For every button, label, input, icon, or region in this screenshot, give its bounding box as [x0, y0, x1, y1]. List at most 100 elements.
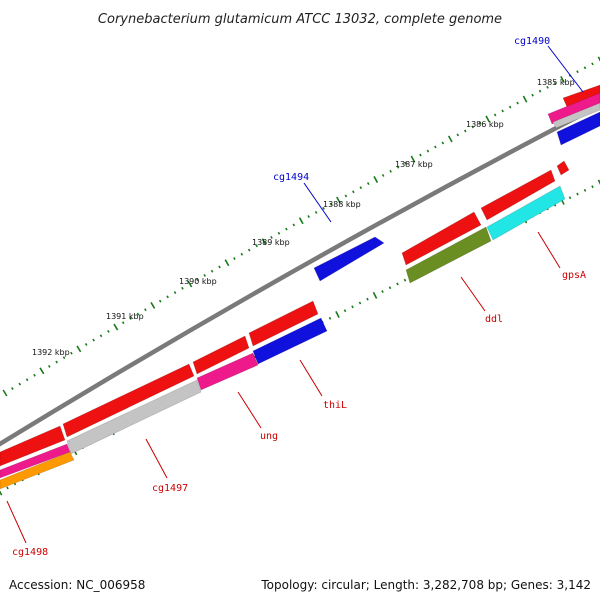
feature-gpsA[interactable]	[486, 185, 566, 241]
feature-red-ddl-upper[interactable]	[401, 211, 482, 266]
outer-scale-minor-tick	[181, 286, 184, 290]
feature-ung[interactable]	[196, 352, 259, 391]
gene-label-ung[interactable]: ung	[260, 431, 278, 442]
feature-red-ung-upper[interactable]	[192, 335, 250, 375]
scale-label-1391: 1391 kbp	[106, 312, 144, 321]
outer-scale-minor-tick	[218, 265, 221, 269]
feature-orange[interactable]	[0, 451, 75, 490]
leader-ung	[237, 391, 262, 429]
outer-scale-major-tick	[336, 196, 341, 204]
leader-gpsA	[537, 231, 561, 269]
feature-red-cg1497-upper[interactable]	[62, 363, 195, 438]
outer-scale-minor-tick	[270, 236, 273, 239]
gene-features	[0, 84, 600, 490]
outer-scale-minor-tick	[247, 248, 251, 252]
inner-scale-minor-tick	[591, 185, 594, 189]
gene-label-cg1494[interactable]: cg1494	[273, 172, 309, 183]
genome-backbone	[0, 102, 600, 447]
leader-cg1498	[6, 500, 27, 544]
outer-scale-major-tick	[2, 389, 8, 397]
outer-scale-minor-tick	[62, 356, 66, 360]
outer-scale-major-tick	[224, 259, 230, 267]
feature-cg1494[interactable]	[313, 236, 385, 282]
outer-scale-major-tick	[485, 115, 491, 123]
outer-scale-minor-tick	[434, 145, 437, 149]
inner-scale-minor-tick	[366, 297, 369, 301]
accession-text: Accession: NC_006958	[9, 578, 146, 592]
outer-scale-minor-tick	[531, 93, 534, 97]
outer-scale-minor-tick	[329, 202, 333, 206]
outer-scale-minor-tick	[478, 121, 482, 125]
label-leaders	[6, 45, 584, 544]
outer-scale-major-tick	[597, 56, 600, 62]
outer-scale-minor-tick	[33, 373, 36, 377]
inner-scale-minor-tick	[583, 188, 587, 192]
feature-pink-cg1490[interactable]	[547, 92, 600, 125]
outer-scale-minor-tick	[25, 378, 29, 382]
gene-label-cg1497[interactable]: cg1497	[152, 483, 188, 494]
outer-scale-minor-tick	[359, 186, 363, 190]
scale-label-1386: 1386 kbp	[466, 120, 504, 129]
feature-ddl[interactable]	[405, 226, 492, 284]
inner-scale-major-tick	[335, 311, 340, 318]
outer-scale-minor-tick	[11, 387, 14, 390]
outer-scale-minor-tick	[203, 274, 206, 277]
gene-label-cg1498[interactable]: cg1498	[12, 547, 48, 558]
outer-scale-minor-tick	[553, 81, 557, 85]
gene-label-cg1490[interactable]: cg1490	[514, 36, 550, 47]
outer-scale-minor-tick	[92, 338, 95, 342]
inner-scale-minor-tick	[328, 316, 332, 320]
scale-label-1389: 1389 kbp	[252, 238, 290, 247]
outer-scale-minor-tick	[344, 194, 348, 198]
leader-cg1490	[547, 45, 584, 93]
outer-scale-major-tick	[113, 323, 119, 331]
outer-scale-minor-tick	[166, 295, 169, 299]
outer-scale-minor-tick	[144, 308, 147, 312]
scale-label-1387: 1387 kbp	[395, 160, 433, 169]
outer-scale-minor-tick	[576, 70, 579, 74]
gene-label-gpsA[interactable]: gpsA	[562, 270, 586, 281]
outer-scale-major-tick	[261, 238, 267, 246]
gene-label-thiL[interactable]: thiL	[323, 400, 347, 411]
outer-scale-minor-tick	[47, 364, 51, 368]
outer-scale-minor-tick	[516, 101, 519, 105]
outer-scale-minor-tick	[107, 329, 110, 333]
leader-cg1494	[303, 182, 332, 223]
feature-red-gpsA-upper[interactable]	[480, 169, 556, 221]
outer-scale-major-tick	[373, 176, 379, 183]
leader-thiL	[299, 359, 323, 397]
outer-scale-minor-tick	[210, 269, 214, 273]
feature-red-small[interactable]	[556, 160, 570, 176]
outer-scale-minor-tick	[493, 113, 497, 117]
outer-scale-minor-tick	[173, 291, 177, 294]
outer-scale-minor-tick	[129, 316, 132, 320]
outer-scale-minor-tick	[84, 343, 88, 346]
leader-cg1497	[145, 438, 168, 479]
outer-scale-minor-tick	[55, 360, 58, 364]
outer-scale-major-tick	[560, 75, 565, 83]
outer-scale-minor-tick	[158, 299, 162, 303]
outer-scale-major-tick	[522, 95, 528, 103]
feature-cg1497[interactable]	[66, 379, 202, 455]
scale-label-1390: 1390 kbp	[179, 277, 217, 286]
outer-scale-minor-tick	[233, 257, 236, 260]
inner-scale-minor-tick	[568, 196, 572, 200]
outer-scale-major-tick	[447, 135, 453, 143]
feature-thiL[interactable]	[252, 317, 328, 365]
feature-blue-cg1492[interactable]	[556, 111, 600, 146]
outer-scale-minor-tick	[389, 169, 392, 173]
gene-label-ddl[interactable]: ddl	[485, 314, 503, 325]
inner-scale-minor-tick	[381, 290, 384, 293]
inner-scale-minor-tick	[396, 282, 399, 286]
feature-red-thiL-upper[interactable]	[248, 300, 319, 347]
outer-scale-minor-tick	[546, 85, 549, 89]
feature-red-cg1498-upper[interactable]	[0, 425, 66, 467]
outer-scale-minor-tick	[314, 211, 318, 214]
feature-red-cg1489[interactable]	[562, 84, 600, 108]
outer-scale-minor-tick	[18, 382, 22, 386]
outer-scale-minor-tick	[396, 165, 400, 169]
outer-scale-minor-tick	[508, 105, 512, 109]
inner-scale-minor-tick	[576, 192, 579, 196]
feature-gray-cg1491[interactable]	[552, 102, 600, 129]
